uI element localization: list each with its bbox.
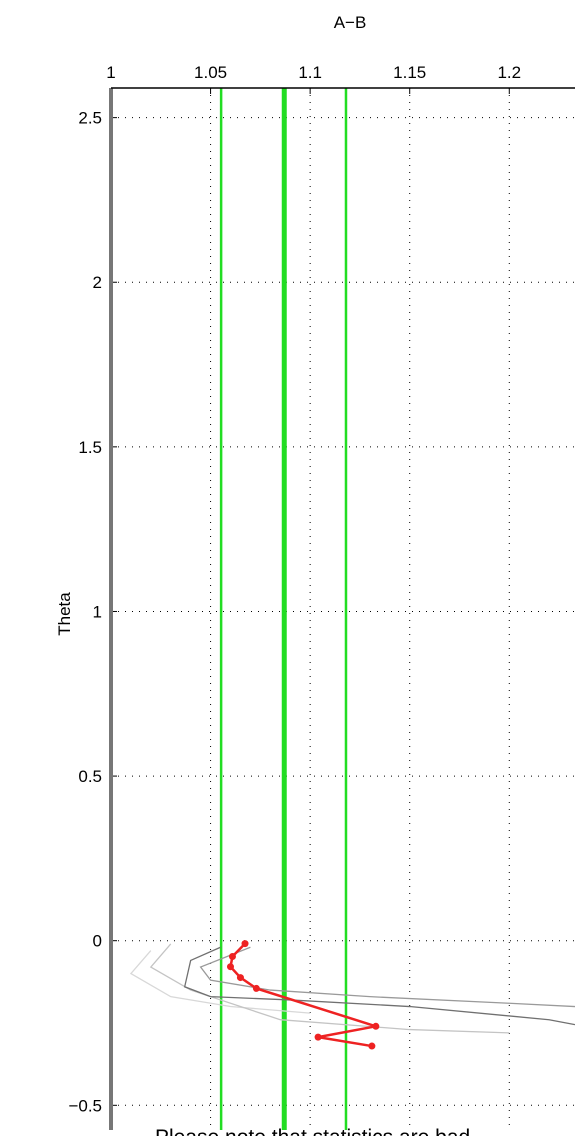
data-point — [314, 1033, 322, 1041]
y-tick-label: −0.5 — [68, 1096, 102, 1115]
y-tick-label: 0 — [93, 932, 102, 951]
y-tick-label: 2.5 — [78, 109, 102, 128]
data-point — [368, 1042, 376, 1050]
data-point — [236, 974, 244, 982]
x-tick-label: 1.15 — [393, 63, 426, 82]
data-point — [252, 984, 260, 992]
x-tick-label: 1.05 — [194, 63, 227, 82]
series-line — [129, 950, 311, 1014]
series-line — [229, 942, 377, 1048]
y-axis-title: Theta — [55, 592, 74, 636]
data-point — [226, 963, 234, 971]
data-point — [372, 1022, 380, 1030]
data-point — [241, 940, 249, 948]
y-tick-label: 2 — [93, 273, 102, 292]
x-tick-label: 1.1 — [298, 63, 322, 82]
y-tick-label: 1 — [93, 602, 102, 621]
series-line — [183, 946, 575, 1026]
data-point — [228, 952, 236, 960]
y-tick-label: 1.5 — [78, 438, 102, 457]
y-tick-label: 0.5 — [78, 767, 102, 786]
annotation: Please note that statistics are bad — [155, 1126, 470, 1136]
series-line — [199, 946, 575, 1008]
x-tick-label: 1.2 — [497, 63, 521, 82]
series-line — [149, 943, 510, 1034]
x-tick-label: 1 — [106, 63, 115, 82]
x-axis-title: A−B — [334, 13, 367, 32]
